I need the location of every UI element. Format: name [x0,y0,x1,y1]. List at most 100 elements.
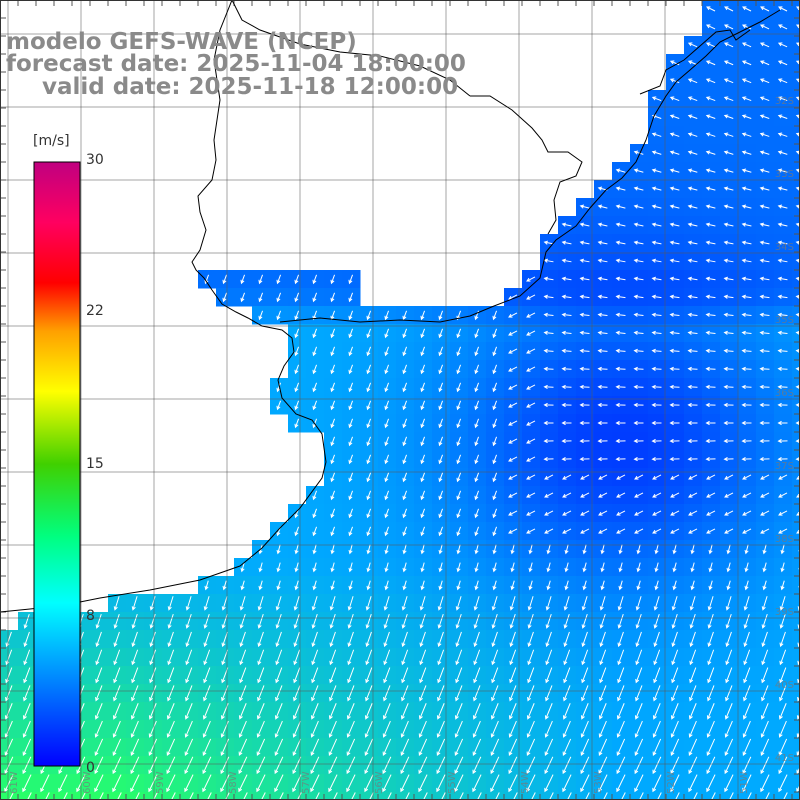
wind-arrow [384,382,390,393]
wind-arrow [579,276,590,281]
wind-arrow [723,186,734,191]
wind-arrow [599,649,607,666]
wind-arrow [705,240,716,245]
wind-arrow [563,613,570,629]
wind-arrow [402,580,407,591]
wind-arrow [546,562,551,573]
wind-arrow [438,364,444,375]
wind-arrow [778,703,787,720]
wind-arrow [597,276,608,281]
wind-arrow [580,756,590,775]
wind-arrow [744,562,749,573]
wind-arrow [579,330,590,335]
wind-arrow [724,774,734,793]
wind-arrow [491,667,499,684]
wind-arrow [328,756,338,775]
wind-arrow [382,756,392,775]
wind-cell [504,792,523,800]
wind-arrow [705,132,716,137]
wind-arrow [705,42,716,48]
wind-cell [792,702,800,721]
wind-arrow [238,703,247,720]
wind-arrow [669,438,680,444]
wind-cell [792,90,800,109]
wind-arrow [742,756,752,775]
wind-arrow [113,613,120,629]
wind-arrow [350,792,356,800]
wind-arrow [492,382,498,393]
wind-arrow [761,649,769,666]
wind-arrow [762,544,767,555]
wind-arrow [579,222,590,227]
wind-arrow [491,596,498,611]
wind-arrow [669,420,680,426]
wind-arrow [651,240,662,245]
wind-arrow [508,474,518,480]
wind-arrow [746,792,752,800]
wind-arrow [436,703,445,720]
wind-arrow [526,420,536,426]
wind-arrow [454,774,464,793]
wind-arrow [670,474,680,480]
wind-arrow [544,756,554,775]
wind-arrow [366,328,372,339]
wind-cell [792,54,800,73]
wind-arrow [474,346,480,357]
wind-arrow [777,240,788,245]
wind-arrow [561,222,572,227]
wind-arrow [312,562,317,573]
wind-arrow [795,240,800,245]
wind-arrow [597,294,608,299]
wind-arrow [456,472,462,483]
wind-arrow [597,222,608,227]
wind-arrow [526,720,535,738]
wind-arrow [777,24,788,30]
wind-cell [324,792,343,800]
wind-arrow [723,294,734,299]
wind-arrow [669,222,680,227]
wind-arrow [346,738,356,757]
wind-cell [792,180,800,199]
wind-arrow [725,631,732,648]
wind-arrow [687,132,698,137]
wind-arrow [795,384,800,390]
wind-arrow [705,222,716,227]
wind-arrow [705,60,716,66]
wind-arrow [580,774,590,793]
wind-arrow [741,366,752,372]
wind-arrow [383,649,391,666]
wind-arrow [474,490,480,501]
wind-arrow [615,276,626,281]
wind-arrow [615,384,626,390]
wind-arrow [741,258,752,263]
wind-arrow [203,596,210,611]
wind-arrow [240,580,245,591]
wind-arrow [274,774,284,793]
wind-arrow [615,294,626,299]
wind-arrow [652,474,662,480]
wind-arrow [148,720,157,738]
wind-arrow [633,168,644,173]
wind-arrow [706,756,716,775]
wind-cell [792,792,800,800]
wind-arrow [455,631,462,648]
wind-arrow [653,596,660,611]
wind-arrow [382,720,391,738]
wind-arrow [130,738,140,757]
wind-arrow [366,364,372,375]
wind-arrow [615,240,626,245]
wind-arrow [311,685,319,702]
wind-arrow [456,490,462,501]
wind-arrow [689,667,697,684]
wind-arrow [759,150,770,155]
wind-cell [792,576,800,595]
wind-arrow [276,274,282,285]
wind-arrow [292,738,302,757]
wind-arrow [741,204,752,209]
wind-arrow [615,366,626,372]
wind-arrow [23,613,30,629]
wind-arrow [473,613,480,629]
wind-arrow [383,613,390,629]
title-model: modelo GEFS-WAVE (NCEP) [6,29,357,55]
wind-arrow [347,596,354,611]
